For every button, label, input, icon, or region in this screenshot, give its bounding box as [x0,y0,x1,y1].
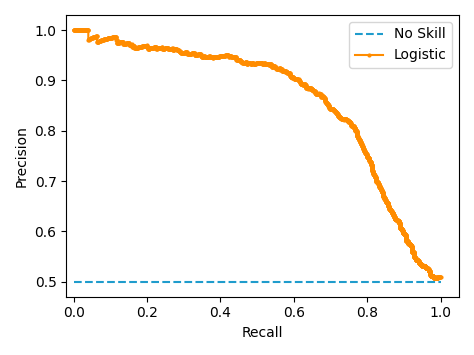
Logistic [391,214,397,219]
Logistic [71,28,76,32]
Logistic [419,263,424,267]
Logistic [85,28,91,32]
Logistic [352,126,358,130]
Y-axis label: Precision: Precision [15,125,29,187]
Logistic [406,241,411,246]
Logistic [438,275,444,279]
Logistic [405,240,411,245]
Logistic [431,276,437,280]
Legend: No Skill, Logistic: No Skill, Logistic [349,22,452,68]
X-axis label: Recall: Recall [242,326,283,340]
Line: Logistic: Logistic [72,29,442,279]
Logistic [428,272,433,276]
